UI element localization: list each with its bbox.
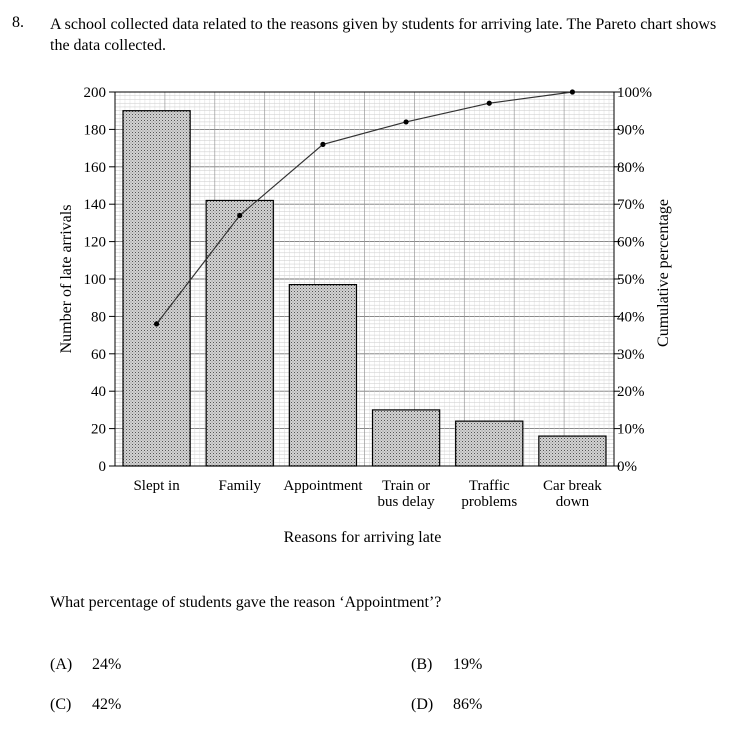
y2-tick-label: 50% [617, 272, 645, 288]
question-number: 8. [12, 14, 24, 31]
x-category-label: bus delay [378, 494, 436, 510]
option-c[interactable]: (C) 42% [50, 696, 121, 714]
option-b[interactable]: (B) 19% [411, 656, 482, 674]
y-tick-label: 140 [84, 197, 107, 213]
option-letter: (C) [50, 696, 72, 713]
option-letter: (B) [411, 656, 433, 673]
y2-tick-label: 90% [617, 122, 645, 138]
option-value: 42% [92, 696, 122, 713]
y-tick-label: 100 [84, 272, 107, 288]
x-category-label: Traffic [469, 478, 510, 494]
y2-tick-label: 70% [617, 197, 645, 213]
y2-tick-label: 80% [617, 160, 645, 176]
y2-tick-label: 0% [617, 459, 637, 475]
y-tick-label: 180 [84, 122, 107, 138]
cumulative-point [153, 321, 160, 327]
cumulative-point [569, 89, 576, 95]
y2-tick-label: 40% [617, 309, 645, 325]
y-tick-label: 120 [84, 235, 107, 251]
x-category-label: Train or [382, 478, 430, 494]
cumulative-point [403, 119, 409, 125]
y2-axis-title: Cumulative percentage [655, 199, 672, 347]
y-tick-label: 160 [84, 160, 107, 176]
bar-2 [288, 284, 358, 467]
question-prompt: What percentage of students gave the rea… [50, 594, 442, 611]
y-tick-label: 40 [91, 384, 106, 400]
option-value: 86% [453, 696, 483, 713]
bar-0 [122, 110, 191, 467]
y2-tick-label: 100% [617, 85, 652, 101]
x-category-label: Family [218, 478, 261, 494]
question-text: A school collected data related to the r… [50, 16, 717, 54]
x-axis-title: Reasons for arriving late [284, 529, 442, 546]
cumulative-point [237, 212, 243, 219]
x-category-label: Appointment [283, 478, 363, 494]
y-tick-label: 60 [91, 347, 106, 363]
x-category-label: Slept in [133, 478, 180, 494]
y-tick-label: 20 [91, 422, 106, 438]
y-tick-label: 80 [91, 309, 106, 325]
bar-5 [538, 435, 607, 467]
bar-4 [455, 420, 524, 467]
x-category-label: problems [461, 494, 517, 510]
cumulative-polyline [156, 91, 573, 325]
y2-tick-label: 60% [617, 235, 645, 251]
y-axis-title: Number of late arrivals [58, 205, 75, 354]
y-tick-label: 0 [99, 459, 107, 475]
option-value: 19% [453, 656, 483, 673]
axis-ticks: 0 20 40 60 80 100 120 140 160 180 200 0% 10% 20% 30% 40… [84, 85, 653, 475]
option-a[interactable]: (A) 24% [50, 656, 121, 674]
bar-1 [205, 199, 274, 467]
option-value: 24% [92, 656, 122, 673]
y2-tick-label: 30% [617, 347, 645, 363]
x-category-label: down [556, 494, 590, 510]
pareto-chart: 0 20 40 60 80 100 120 140 160 180 200 0% 10% 20% 30% 40… [58, 85, 672, 546]
y-tick-label: 200 [84, 85, 107, 101]
y2-tick-label: 20% [617, 384, 645, 400]
cumulative-line [153, 89, 576, 327]
option-letter: (D) [411, 696, 434, 713]
cumulative-point [486, 100, 492, 106]
option-letter: (A) [50, 656, 73, 673]
option-d[interactable]: (D) 86% [411, 696, 482, 714]
y2-tick-label: 10% [617, 422, 645, 438]
bar-3 [371, 409, 441, 467]
bars [122, 110, 607, 467]
cumulative-point [320, 141, 326, 147]
x-category-label: Car break [543, 478, 602, 494]
